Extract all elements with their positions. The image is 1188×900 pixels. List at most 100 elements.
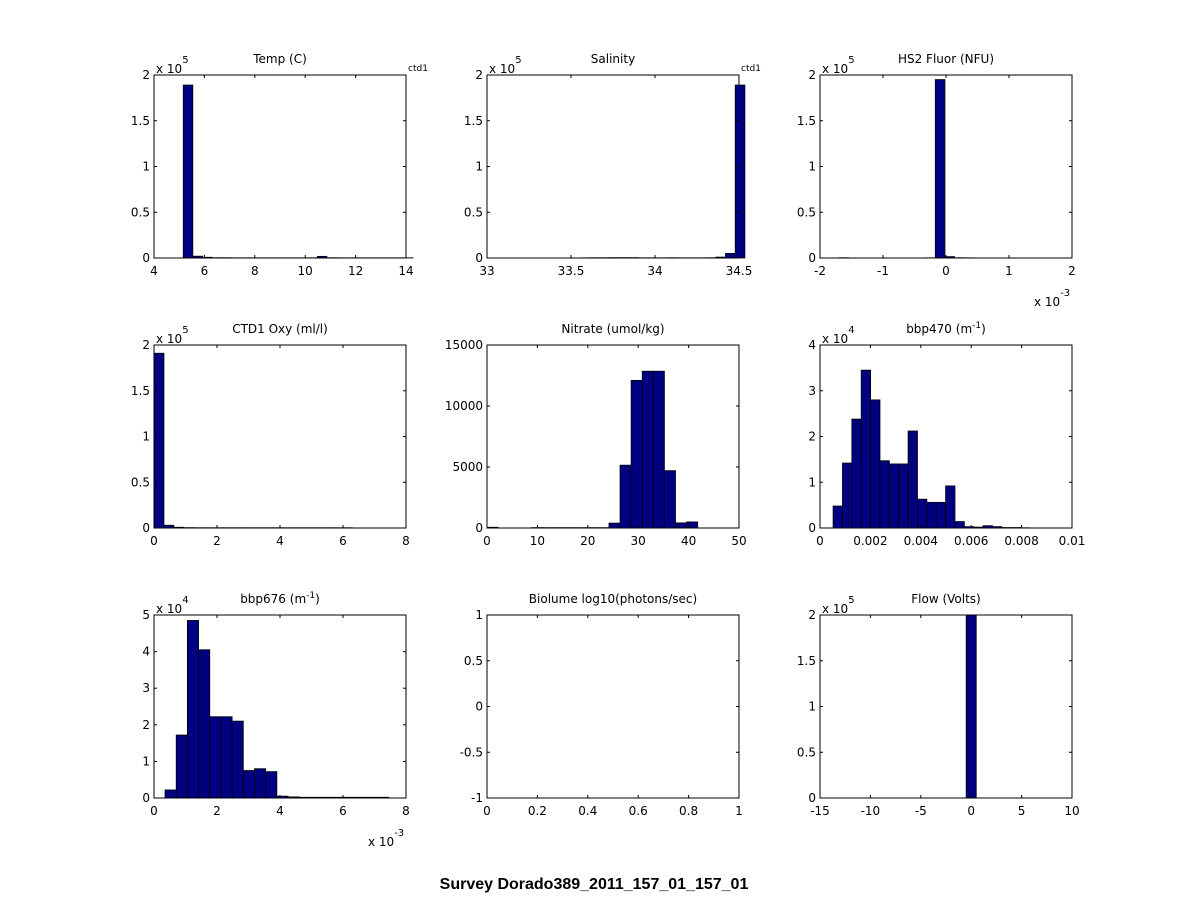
x-tick-label: -2 bbox=[814, 264, 826, 278]
histogram-bar bbox=[198, 649, 211, 799]
histogram-bar bbox=[630, 379, 643, 529]
histogram-bar bbox=[254, 768, 267, 799]
x-tick-label: 30 bbox=[631, 534, 646, 548]
histogram-bar bbox=[321, 796, 334, 799]
histogram-bar bbox=[944, 256, 955, 259]
histogram-panel-2: 33 33.5 34 34.5 0 0.5 1 1.5 2 Salinity ctd1 x 105 bbox=[464, 52, 761, 278]
panel-title: CTD1 Oxy (ml/l) bbox=[232, 322, 328, 336]
x-tick-label: 34 bbox=[647, 264, 662, 278]
y-tick-label: 0 bbox=[475, 251, 483, 265]
y-tick-label: -0.5 bbox=[460, 745, 483, 759]
histogram-bar bbox=[175, 734, 188, 799]
axes-box bbox=[153, 344, 407, 529]
y-tick-label: 0 bbox=[808, 251, 816, 265]
histogram-bar bbox=[163, 524, 175, 529]
histogram-bar bbox=[992, 526, 1003, 529]
axes-box bbox=[486, 614, 740, 799]
y-tick-label: 0 bbox=[808, 791, 816, 805]
histogram-bar bbox=[164, 789, 177, 799]
histogram-bar bbox=[879, 460, 890, 529]
x-tick-label: 1 bbox=[735, 804, 743, 818]
histogram-bar bbox=[725, 253, 736, 259]
histogram-bar bbox=[201, 256, 213, 259]
y-tick-label: 0 bbox=[808, 521, 816, 535]
x-tick-label: -15 bbox=[810, 804, 830, 818]
x-tick-label: 12 bbox=[348, 264, 363, 278]
y-axis-exponent: x 105 bbox=[156, 55, 189, 76]
x-tick-label: 0.01 bbox=[1059, 534, 1086, 548]
histogram-bar bbox=[619, 464, 632, 529]
histogram-bar bbox=[907, 430, 918, 529]
y-tick-label: 2 bbox=[475, 68, 483, 82]
figure-suptitle: Survey Dorado389_2011_157_01_157_01 bbox=[439, 876, 749, 893]
histogram-panel-9: -15 -10 -5 0 5 10 0 0.5 1 1.5 2 Flow (Volts) x 105 bbox=[797, 592, 1080, 818]
histogram-panel-8: 0 0.2 0.4 0.6 0.8 1 -1 -0.5 0 0.5 1 Biolume log10(p… bbox=[460, 592, 743, 818]
y-axis-exponent: x 104 bbox=[822, 325, 855, 346]
histogram-bar bbox=[365, 796, 378, 799]
y-tick-label: 1.5 bbox=[131, 114, 150, 128]
panel-title: Flow (Volts) bbox=[911, 592, 980, 606]
x-tick-label: 0 bbox=[150, 534, 158, 548]
histogram-bar bbox=[926, 501, 937, 529]
panel-title: Biolume log10(photons/sec) bbox=[529, 592, 697, 606]
histogram-bar bbox=[276, 795, 289, 799]
histogram-bar bbox=[652, 370, 665, 529]
y-tick-label: 10000 bbox=[445, 399, 483, 413]
x-tick-label: 0.6 bbox=[629, 804, 648, 818]
axes-box bbox=[819, 614, 1073, 799]
histogram-bar bbox=[354, 796, 367, 799]
x-tick-label: 0.2 bbox=[528, 804, 547, 818]
x-tick-label: 0.008 bbox=[1004, 534, 1038, 548]
axes-box bbox=[486, 344, 740, 529]
histogram-bar bbox=[209, 716, 222, 799]
histogram-bar bbox=[316, 255, 328, 259]
y-tick-label: 1 bbox=[142, 754, 150, 768]
y-axis-exponent: x 105 bbox=[822, 55, 855, 76]
histogram-bar bbox=[231, 720, 244, 799]
panel-title: Temp (C) bbox=[252, 52, 307, 66]
histogram-bar bbox=[917, 498, 928, 529]
histogram-bar bbox=[675, 522, 687, 529]
corner-label: ctd1 bbox=[741, 64, 761, 74]
histogram-bar bbox=[851, 418, 862, 529]
y-tick-label: 1.5 bbox=[797, 114, 816, 128]
histogram-bar bbox=[888, 463, 900, 529]
y-axis-exponent: x 105 bbox=[156, 325, 189, 346]
x-tick-label: 0 bbox=[942, 264, 950, 278]
x-tick-label: 6 bbox=[339, 534, 347, 548]
histogram-bar bbox=[343, 796, 356, 799]
y-tick-label: 1.5 bbox=[131, 384, 150, 398]
histogram-panel-6: 0 0.002 0.004 0.006 0.008 0.01 0 1 2 3 4 bbp470 (m-… bbox=[808, 321, 1085, 548]
histogram-bar bbox=[945, 485, 956, 529]
histogram-bar bbox=[860, 369, 872, 529]
panel-title: HS2 Fluor (NFU) bbox=[898, 52, 994, 66]
histogram-bar bbox=[186, 620, 199, 799]
y-axis-exponent: x 104 bbox=[156, 595, 189, 616]
y-tick-label: 0 bbox=[142, 791, 150, 805]
panel-title: bbp470 (m-1) bbox=[906, 321, 986, 336]
axes-box bbox=[819, 74, 1073, 259]
histogram-panel-7: 0 2 4 6 8 0 1 2 3 4 5 bbp676 (m-1) x 104 x 10-3 bbox=[142, 591, 409, 849]
histogram-bar bbox=[898, 463, 909, 529]
histogram-bar bbox=[298, 796, 311, 799]
x-tick-label: 8 bbox=[251, 264, 259, 278]
x-tick-label: 0 bbox=[483, 534, 491, 548]
y-tick-label: 2 bbox=[142, 338, 150, 352]
x-tick-label: 4 bbox=[150, 264, 158, 278]
histogram-bar bbox=[686, 521, 699, 529]
histogram-bar bbox=[934, 79, 946, 259]
x-tick-label: 0.004 bbox=[904, 534, 938, 548]
x-tick-label: 6 bbox=[201, 264, 209, 278]
histogram-bar bbox=[965, 614, 977, 799]
histogram-bar bbox=[192, 255, 203, 259]
x-tick-label: 1 bbox=[1005, 264, 1013, 278]
histogram-bar bbox=[842, 462, 853, 529]
y-tick-label: -1 bbox=[471, 791, 483, 805]
histogram-bar bbox=[715, 256, 726, 259]
x-tick-label: 8 bbox=[402, 804, 410, 818]
histogram-bar bbox=[182, 84, 194, 259]
axes-box bbox=[153, 74, 407, 259]
x-tick-label: 4 bbox=[276, 534, 284, 548]
histogram-bar bbox=[935, 501, 946, 529]
y-tick-label: 5000 bbox=[452, 460, 483, 474]
